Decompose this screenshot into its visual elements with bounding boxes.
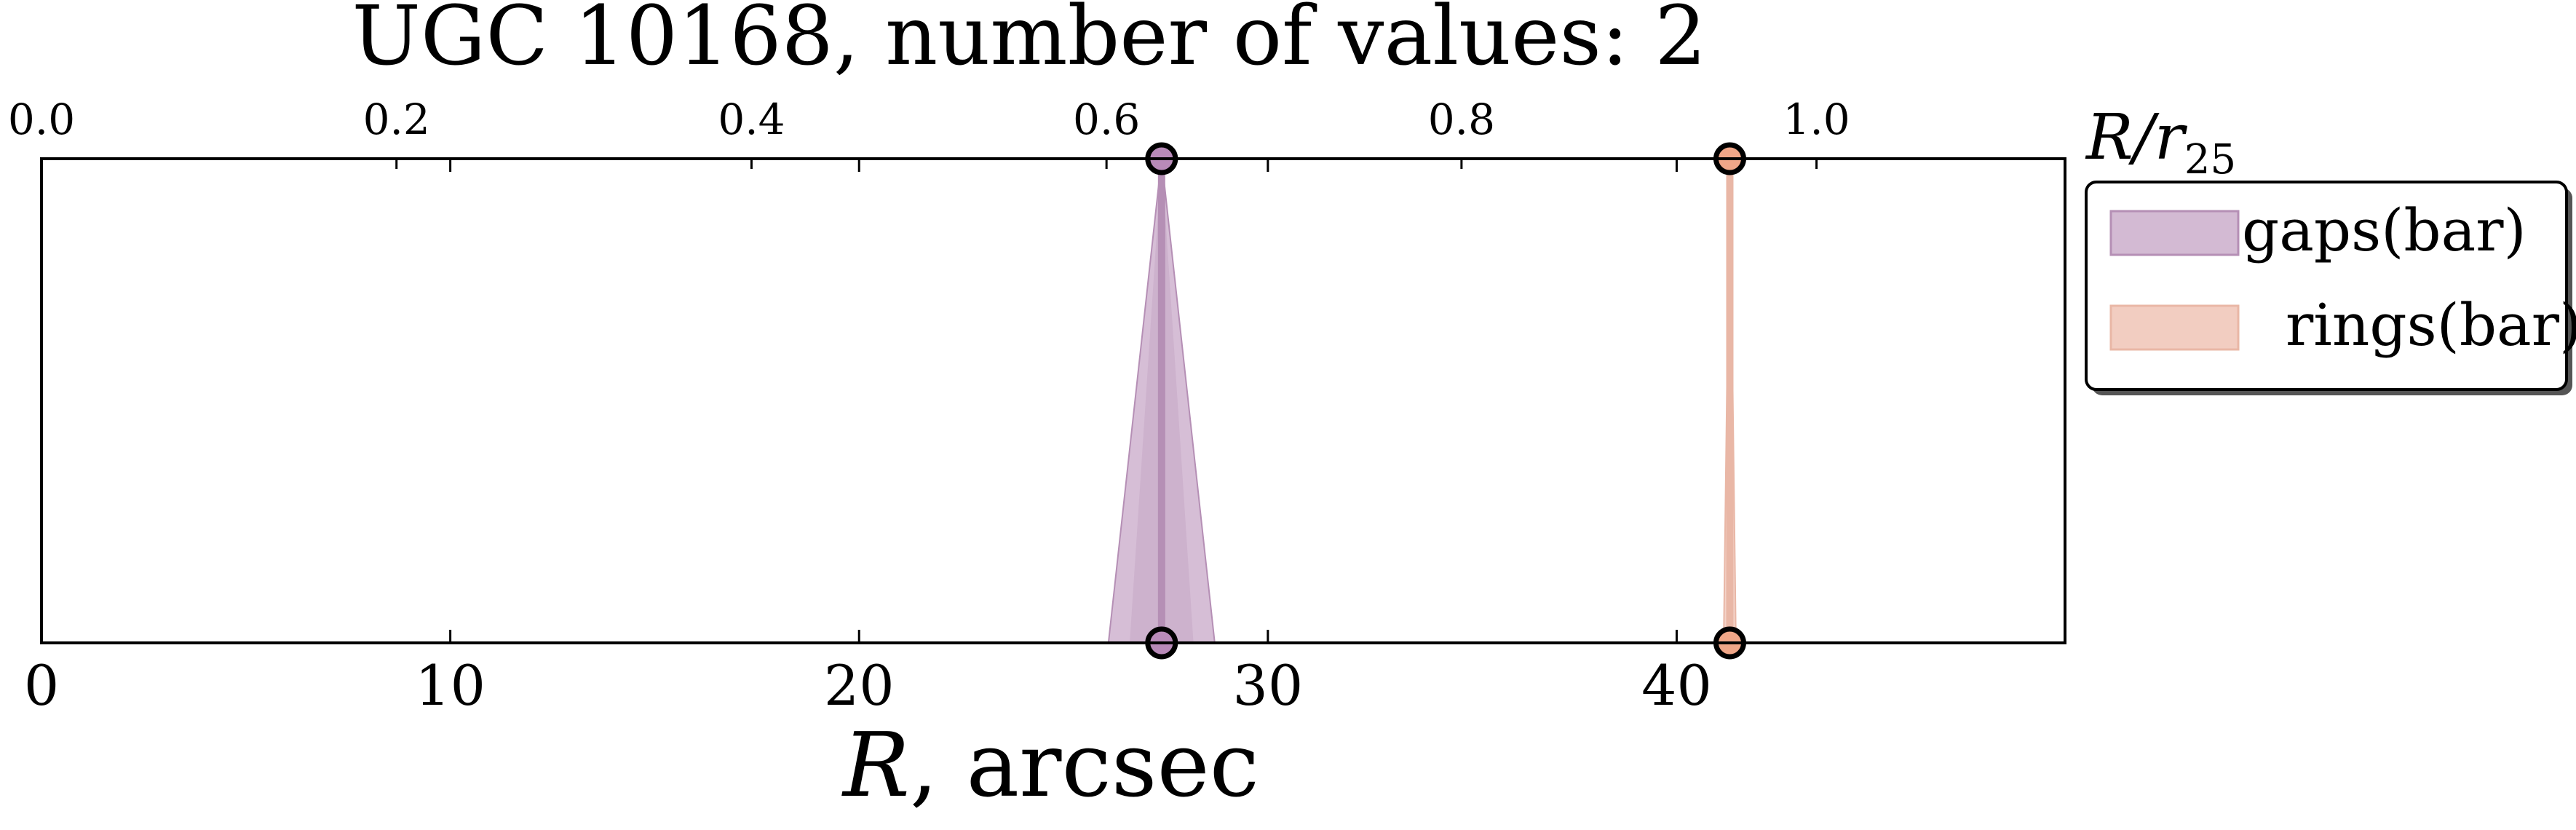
top-tick-label: 0.4 [718, 95, 785, 144]
bottom-tick-label: 30 [1232, 653, 1303, 718]
legend: gaps(bar) rings(bar) [2085, 181, 2576, 395]
top-tick-label: 1.0 [1783, 95, 1850, 144]
top-axis-label-var: R/r [2085, 101, 2188, 174]
top-axis-ticks: 0.0 0.2 0.4 0.6 0.8 1.0 [8, 95, 1850, 169]
top-axis-label: R/r25 [2085, 101, 2236, 183]
bottom-tick-label: 40 [1641, 653, 1712, 718]
top-tick-label: 0.6 [1073, 95, 1140, 144]
top-tick-label: 0.0 [8, 95, 75, 144]
bottom-axis-label-rest: , arcsec [910, 714, 1259, 817]
top-axis-label-sub: 25 [2184, 136, 2236, 183]
top-tick-label: 0.2 [363, 95, 430, 144]
top-tick-label: 0.8 [1428, 95, 1495, 144]
plot-area [40, 157, 2066, 644]
bottom-tick-label: 20 [824, 653, 895, 718]
bottom-axis-label-var: R [841, 714, 910, 817]
legend-label-rings: rings(bar) [2286, 291, 2576, 359]
legend-swatch-gaps [2109, 210, 2240, 256]
chart-title: UGC 10168, number of values: 2 [352, 0, 1706, 84]
bottom-axis-label: R, arcsec [841, 714, 1259, 817]
legend-swatch-rings [2109, 304, 2240, 351]
bottom-tick-label: 0 [24, 653, 59, 718]
plot-marks [1107, 142, 1746, 660]
bottom-tick-label: 10 [415, 653, 486, 718]
bottom-axis-ticks: 0 10 20 30 40 [24, 159, 1712, 718]
legend-label-gaps: gaps(bar) [2242, 197, 2527, 264]
